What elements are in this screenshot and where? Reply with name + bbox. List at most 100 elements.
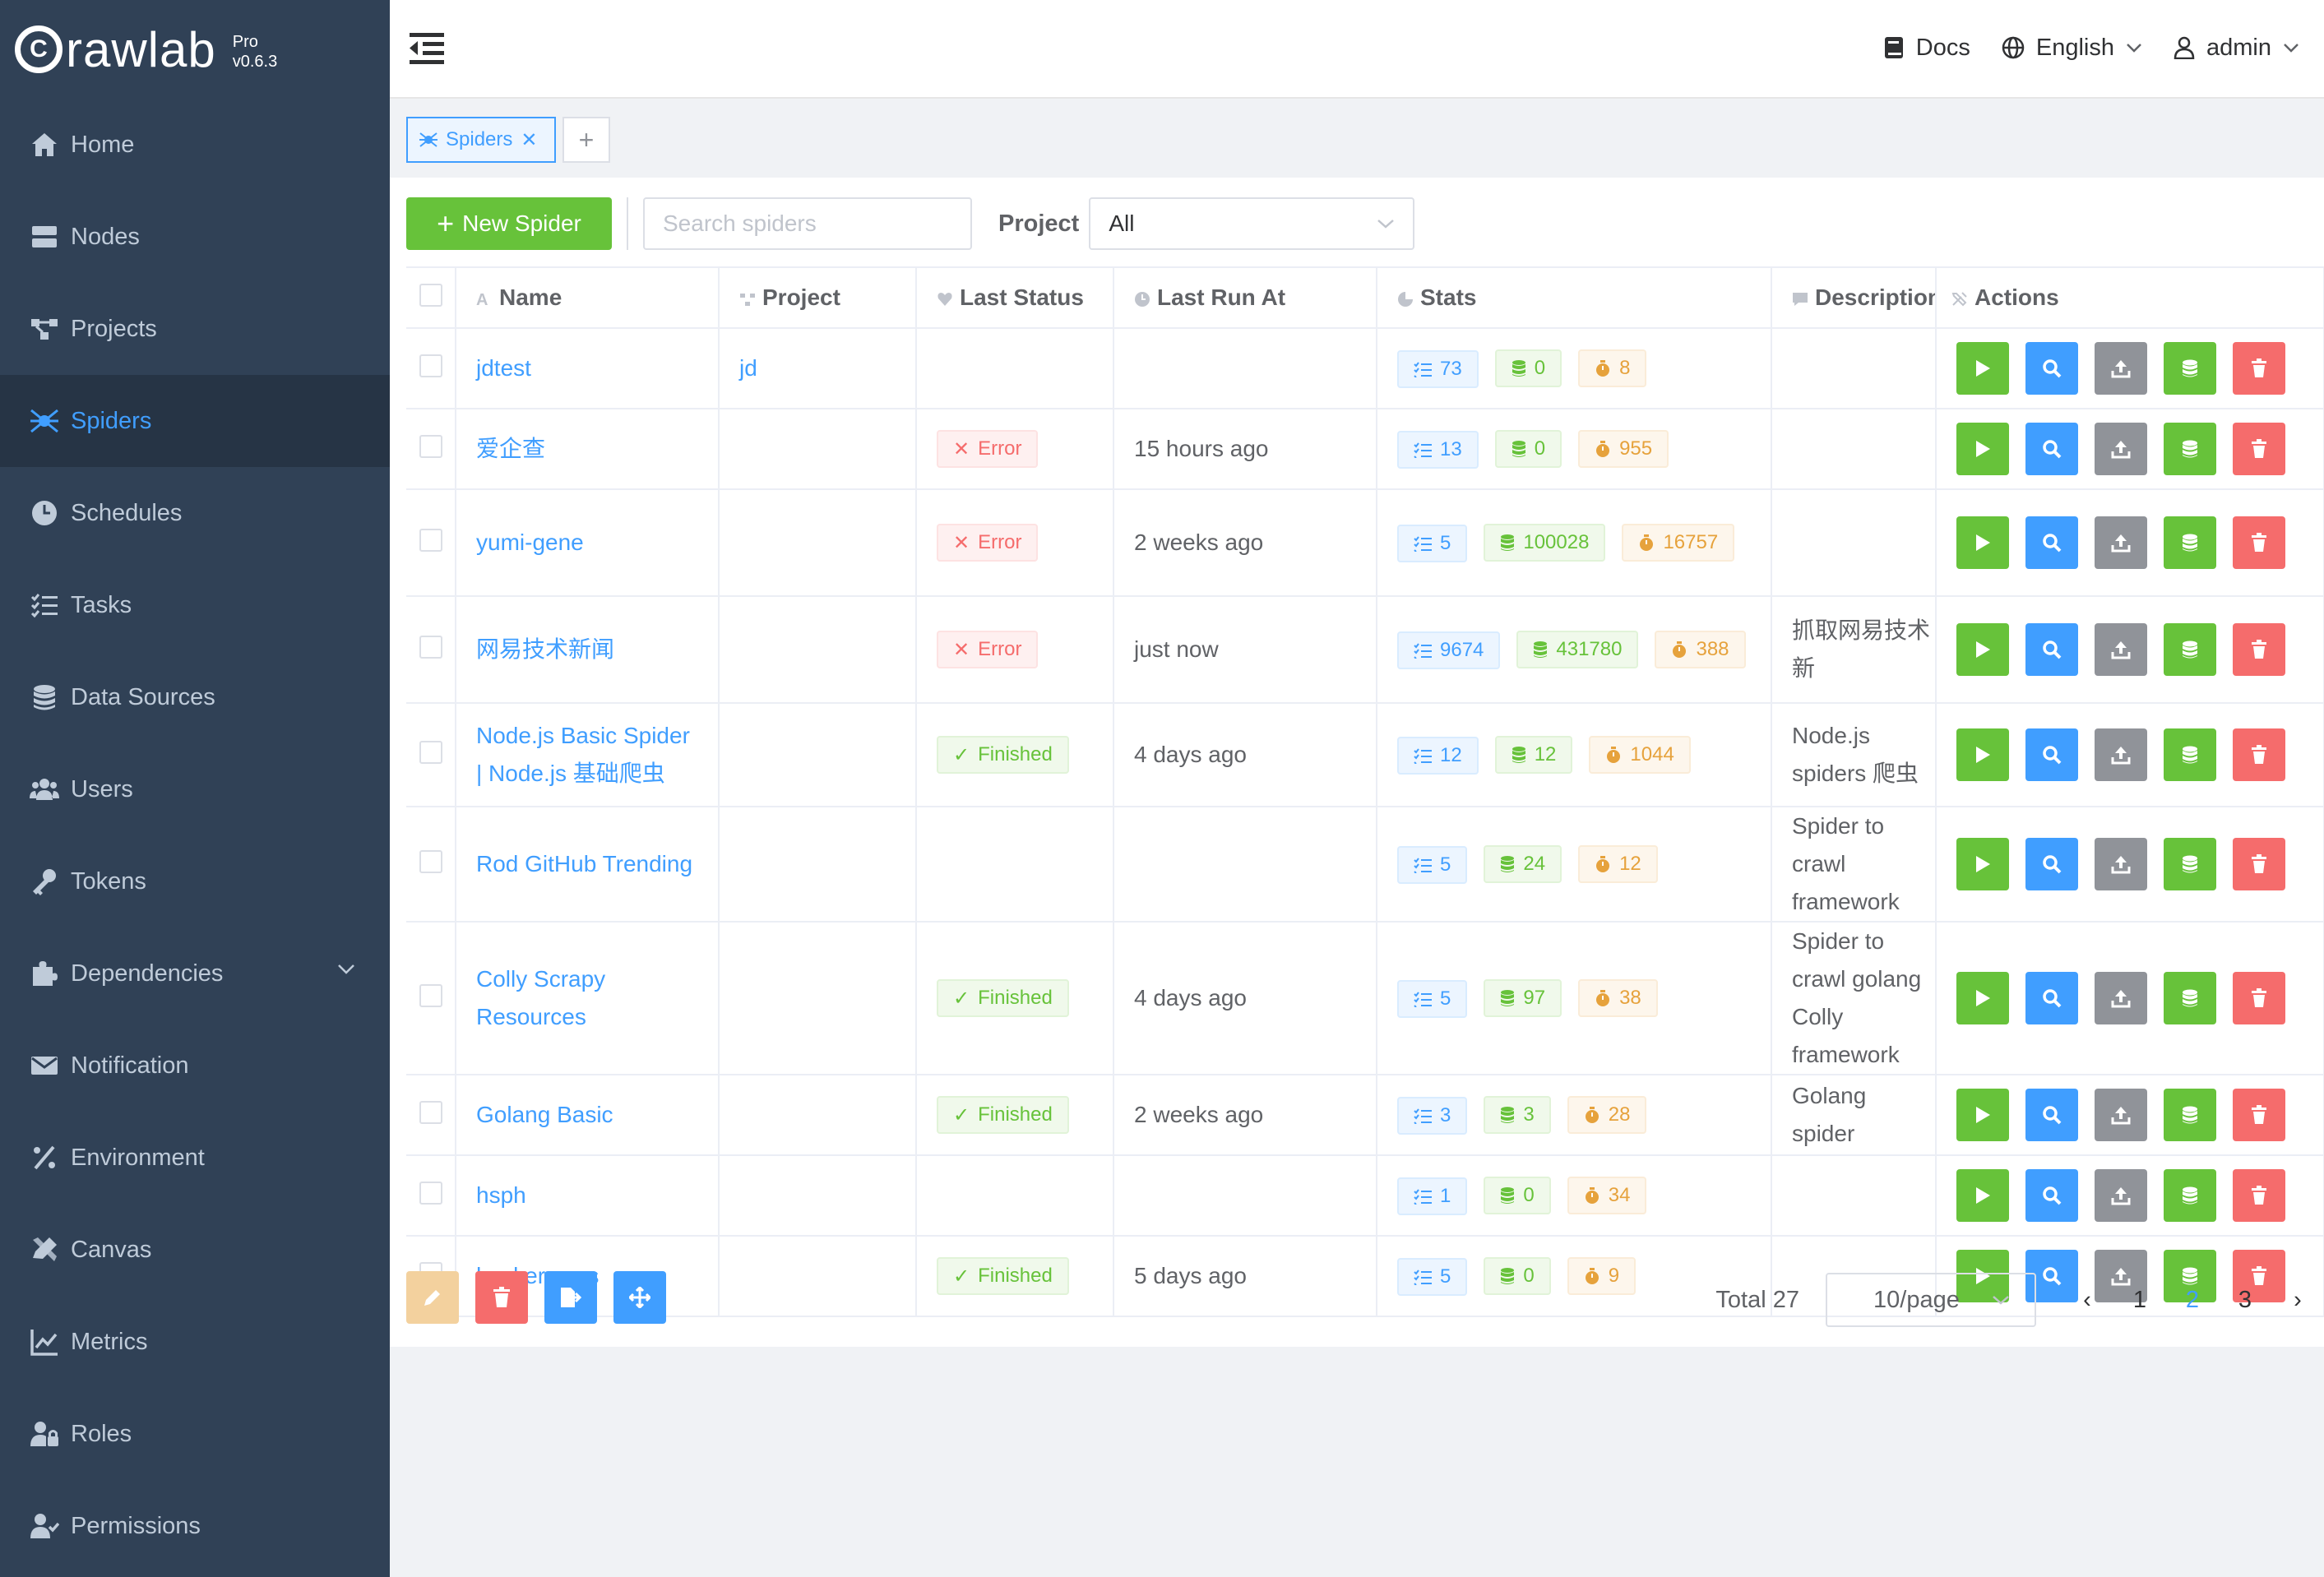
upload-button[interactable] <box>2095 423 2147 475</box>
column-stats[interactable]: Stats <box>1377 266 1772 329</box>
column-last-run-at[interactable]: Last Run At <box>1113 266 1377 329</box>
sidebar-item-dependencies[interactable]: Dependencies <box>0 927 390 1020</box>
data-button[interactable] <box>2164 423 2216 475</box>
duration-badge[interactable]: 955 <box>1578 429 1669 468</box>
delete-button[interactable] <box>2233 342 2285 395</box>
row-checkbox[interactable] <box>419 434 442 458</box>
table-row[interactable]: jdtest jd 73 0 8 <box>406 328 2324 409</box>
table-row[interactable]: 网易技术新闻 ✕ Error just now 9674 431780 388 抓取网易技术新 <box>406 596 2324 704</box>
view-button[interactable] <box>2025 1089 2078 1141</box>
delete-button[interactable] <box>2233 728 2285 781</box>
upload-button[interactable] <box>2095 972 2147 1024</box>
sidebar-item-roles[interactable]: Roles <box>0 1388 390 1480</box>
delete-button[interactable] <box>2233 1169 2285 1222</box>
project-link[interactable]: jd <box>739 355 757 381</box>
table-row[interactable]: yumi-gene ✕ Error 2 weeks ago 5 100028 16757 <box>406 489 2324 597</box>
batch-move-button[interactable] <box>613 1271 666 1324</box>
collapse-sidebar-icon[interactable] <box>408 30 446 67</box>
upload-button[interactable] <box>2095 623 2147 676</box>
sidebar-item-nodes[interactable]: Nodes <box>0 191 390 283</box>
data-button[interactable] <box>2164 342 2216 395</box>
sidebar-item-users[interactable]: Users <box>0 743 390 835</box>
view-button[interactable] <box>2025 1169 2078 1222</box>
data-button[interactable] <box>2164 838 2216 890</box>
delete-button[interactable] <box>2233 1250 2285 1302</box>
upload-button[interactable] <box>2095 1250 2147 1302</box>
next-page-icon[interactable]: › <box>2294 1286 2302 1313</box>
run-button[interactable] <box>1956 516 2009 569</box>
batch-edit-button[interactable] <box>406 1271 459 1324</box>
language-selector[interactable]: English <box>2002 35 2142 62</box>
row-checkbox[interactable] <box>419 528 442 552</box>
delete-button[interactable] <box>2233 1089 2285 1141</box>
column-name[interactable]: A Name <box>456 266 720 329</box>
spider-name-link[interactable]: yumi-gene <box>476 530 584 555</box>
data-button[interactable] <box>2164 1169 2216 1222</box>
sidebar-item-schedules[interactable]: Schedules <box>0 467 390 559</box>
results-count-badge[interactable]: 24 <box>1484 844 1562 883</box>
docs-link[interactable]: Docs <box>1883 35 1970 62</box>
batch-export-button[interactable] <box>544 1271 597 1324</box>
upload-button[interactable] <box>2095 516 2147 569</box>
view-button[interactable] <box>2025 342 2078 395</box>
delete-button[interactable] <box>2233 972 2285 1024</box>
upload-button[interactable] <box>2095 342 2147 395</box>
results-count-badge[interactable]: 0 <box>1484 1176 1551 1214</box>
duration-badge[interactable]: 388 <box>1655 630 1746 668</box>
column-last-status[interactable]: Last Status <box>916 266 1114 329</box>
run-button[interactable] <box>1956 728 2009 781</box>
results-count-badge[interactable]: 97 <box>1484 978 1562 1017</box>
table-row[interactable]: Colly Scrapy Resources ✓ Finished 4 days ag… <box>406 922 2324 1075</box>
view-button[interactable] <box>2025 972 2078 1024</box>
spider-name-link[interactable]: jdtest <box>476 355 531 381</box>
sidebar-item-metrics[interactable]: Metrics <box>0 1296 390 1388</box>
tasks-count-badge[interactable]: 1 <box>1397 1177 1468 1215</box>
page-size-select[interactable]: 10/page <box>1826 1273 2036 1327</box>
table-row[interactable]: Golang Basic ✓ Finished 2 weeks ago 3 3 28 Gola… <box>406 1075 2324 1156</box>
column-project[interactable]: Project <box>719 266 917 329</box>
spider-name-link[interactable]: Golang Basic <box>476 1102 613 1127</box>
results-count-badge[interactable]: 0 <box>1484 1256 1551 1295</box>
duration-badge[interactable]: 1044 <box>1589 735 1691 774</box>
sidebar-item-spiders[interactable]: Spiders <box>0 375 390 467</box>
spider-name-link[interactable]: 网易技术新闻 <box>476 636 615 662</box>
data-button[interactable] <box>2164 1089 2216 1141</box>
spider-name-link[interactable]: 爱企查 <box>476 436 546 461</box>
column-description[interactable]: Description <box>1771 266 1937 329</box>
tab-spiders[interactable]: Spiders ✕ <box>406 117 556 163</box>
batch-delete-button[interactable] <box>475 1271 528 1324</box>
duration-badge[interactable]: 16757 <box>1622 523 1735 562</box>
page-2[interactable]: 2 <box>2185 1286 2200 1313</box>
run-button[interactable] <box>1956 423 2009 475</box>
new-spider-button[interactable]: + New Spider <box>406 197 612 250</box>
select-all-checkbox[interactable] <box>419 283 442 307</box>
results-count-badge[interactable]: 100028 <box>1484 523 1606 562</box>
page-3[interactable]: 3 <box>2238 1286 2252 1313</box>
tasks-count-badge[interactable]: 5 <box>1397 524 1468 562</box>
duration-badge[interactable]: 28 <box>1567 1095 1647 1134</box>
data-button[interactable] <box>2164 728 2216 781</box>
tasks-count-badge[interactable]: 73 <box>1397 349 1479 388</box>
upload-button[interactable] <box>2095 1169 2147 1222</box>
prev-page-icon[interactable]: ‹ <box>2083 1286 2091 1313</box>
spider-name-link[interactable]: Node.js Basic Spider | Node.js 基础爬虫 <box>476 723 690 786</box>
table-row[interactable]: Rod GitHub Trending 5 24 12 Spider to crawl … <box>406 807 2324 923</box>
project-filter-select[interactable]: All <box>1089 197 1415 250</box>
tasks-count-badge[interactable]: 5 <box>1397 1257 1468 1296</box>
delete-button[interactable] <box>2233 423 2285 475</box>
row-checkbox[interactable] <box>419 849 442 873</box>
row-checkbox[interactable] <box>419 1100 442 1124</box>
view-button[interactable] <box>2025 623 2078 676</box>
run-button[interactable] <box>1956 972 2009 1024</box>
row-checkbox[interactable] <box>419 740 442 764</box>
logo[interactable]: C rawlab Pro v0.6.3 <box>0 0 390 99</box>
tasks-count-badge[interactable]: 13 <box>1397 430 1479 469</box>
run-button[interactable] <box>1956 1250 2009 1302</box>
table-row[interactable]: hsph 1 0 34 <box>406 1155 2324 1237</box>
data-button[interactable] <box>2164 972 2216 1024</box>
view-button[interactable] <box>2025 838 2078 890</box>
data-button[interactable] <box>2164 623 2216 676</box>
sidebar-item-canvas[interactable]: Canvas <box>0 1204 390 1296</box>
sidebar-item-data-sources[interactable]: Data Sources <box>0 651 390 743</box>
table-row[interactable]: 爱企查 ✕ Error 15 hours ago 13 0 955 <box>406 409 2324 490</box>
